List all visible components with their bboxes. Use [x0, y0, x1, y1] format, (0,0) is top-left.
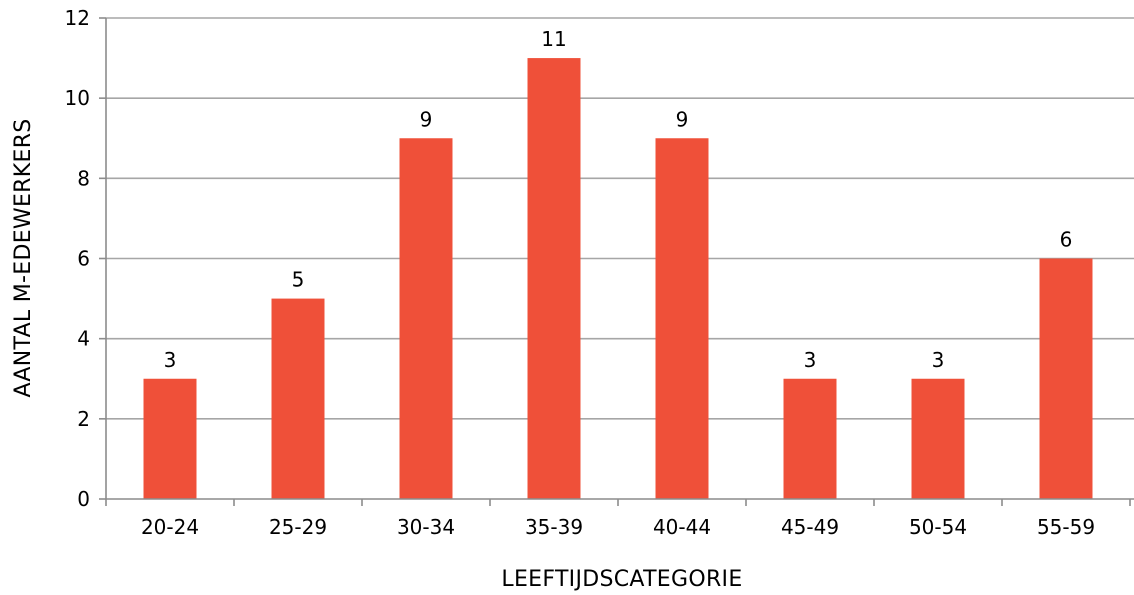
- bar-40-44: [656, 138, 709, 499]
- bar-50-54: [912, 379, 965, 499]
- y-axis-title: AANTAL M-EDEWERKERS: [11, 118, 36, 397]
- x-axis-title: LEEFTIJDSCATEGORIE: [501, 567, 742, 592]
- gridlines: [106, 18, 1134, 419]
- bars: [144, 58, 1093, 499]
- axes: [99, 18, 1134, 506]
- bar-30-34: [400, 138, 453, 499]
- x-tick-label-50-54: 50-54: [909, 515, 967, 539]
- y-tick-label: 6: [77, 247, 90, 271]
- y-tick-label: 0: [77, 487, 90, 511]
- bar-45-49: [784, 379, 837, 499]
- bar-55-59: [1040, 259, 1093, 500]
- bar-35-39: [528, 58, 581, 499]
- x-tick-label-45-49: 45-49: [781, 515, 839, 539]
- x-tick-label-55-59: 55-59: [1037, 515, 1095, 539]
- data-label-35-39: 11: [541, 27, 566, 51]
- data-label-20-24: 3: [164, 348, 177, 372]
- x-tick-label-35-39: 35-39: [525, 515, 583, 539]
- bar-20-24: [144, 379, 197, 499]
- y-tick-label: 4: [77, 327, 90, 351]
- x-tick-label-20-24: 20-24: [141, 515, 199, 539]
- data-label-50-54: 3: [932, 348, 945, 372]
- y-tick-label: 8: [77, 166, 90, 190]
- bar-25-29: [272, 299, 325, 499]
- y-tick-label: 12: [65, 6, 90, 30]
- data-label-55-59: 6: [1060, 228, 1073, 252]
- x-tick-label-30-34: 30-34: [397, 515, 455, 539]
- data-label-25-29: 5: [292, 268, 305, 292]
- x-tick-label-40-44: 40-44: [653, 515, 711, 539]
- data-label-40-44: 9: [676, 107, 689, 131]
- data-label-45-49: 3: [804, 348, 817, 372]
- x-tick-label-25-29: 25-29: [269, 515, 327, 539]
- y-tick-label: 2: [77, 407, 90, 431]
- data-label-30-34: 9: [420, 107, 433, 131]
- y-tick-label: 10: [65, 86, 90, 110]
